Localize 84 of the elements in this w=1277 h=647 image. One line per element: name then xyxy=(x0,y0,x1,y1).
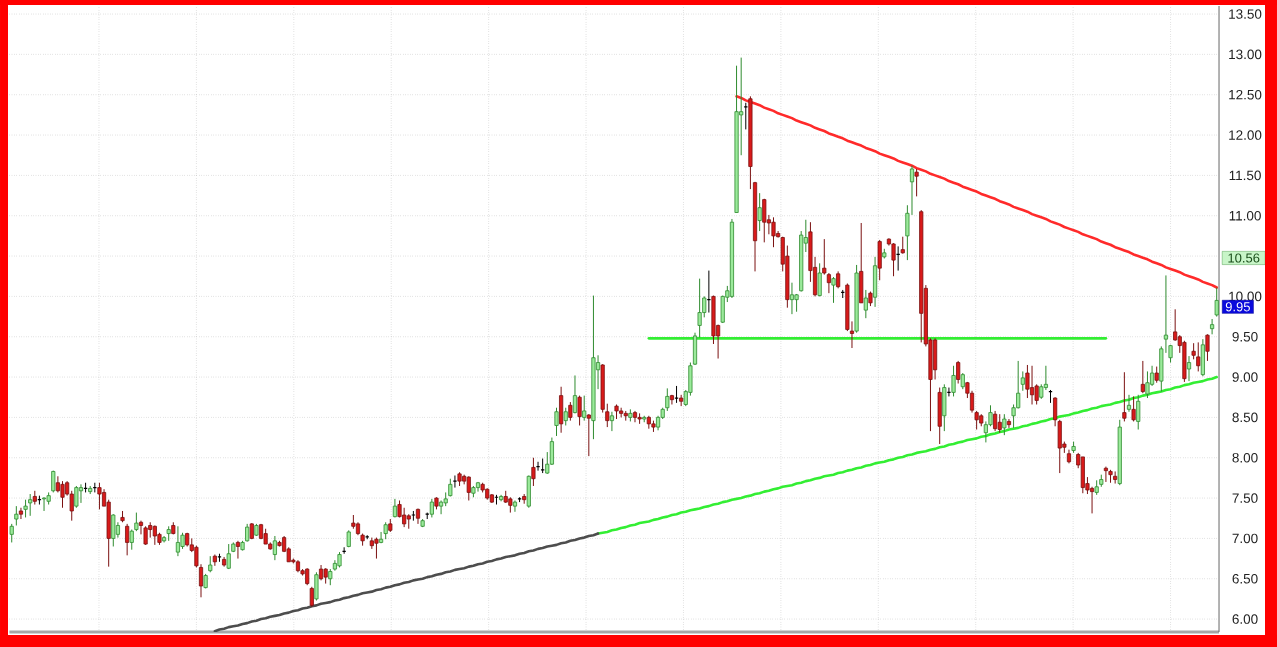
candlestick xyxy=(1029,365,1035,405)
candlestick xyxy=(789,282,795,315)
candlestick xyxy=(1089,486,1095,514)
candlestick xyxy=(1126,394,1132,413)
y-tick-label: 9.50 xyxy=(1232,331,1258,342)
candlestick xyxy=(1122,371,1127,422)
candlestick xyxy=(817,262,822,297)
candlestick xyxy=(1131,395,1136,422)
candlestick xyxy=(609,411,614,432)
candlestick xyxy=(60,480,65,509)
y-tick-label: 8.50 xyxy=(1232,412,1258,423)
candlestick xyxy=(997,413,1002,434)
candlestick xyxy=(429,498,434,518)
candlestick xyxy=(605,403,610,428)
candlestick xyxy=(582,395,587,422)
candlestick xyxy=(18,507,24,520)
candlestick xyxy=(78,483,84,504)
candlestick xyxy=(512,499,518,513)
y-tick-label: 10.00 xyxy=(1229,291,1262,302)
candlestick xyxy=(439,499,444,515)
y-tick-label: 11.00 xyxy=(1229,210,1261,221)
y-tick-label: 6.00 xyxy=(1232,614,1258,624)
candlestick xyxy=(235,540,241,560)
candlestick xyxy=(762,198,767,243)
candlestick xyxy=(134,512,139,532)
candlestick xyxy=(1210,318,1215,335)
candlestick xyxy=(914,168,919,197)
candlestick xyxy=(41,496,47,512)
y-tick-label: 6.50 xyxy=(1232,573,1258,584)
candlestick xyxy=(1205,333,1210,362)
candlestick xyxy=(632,410,638,423)
candlestick xyxy=(891,242,896,277)
candlestick xyxy=(531,457,536,487)
candlestick xyxy=(572,374,578,414)
candlestick xyxy=(951,365,956,397)
y-tick-label: 7.50 xyxy=(1232,493,1258,503)
y-tick-label: 7.00 xyxy=(1232,533,1258,544)
candlestick xyxy=(863,289,868,319)
candlestick xyxy=(554,407,559,437)
candlestick xyxy=(74,485,79,509)
candlestick xyxy=(586,413,591,457)
candlestick xyxy=(1214,287,1219,318)
y-tick-label: 9.00 xyxy=(1232,372,1258,382)
candlestick xyxy=(831,276,836,304)
line-series xyxy=(735,95,1219,289)
candlestick xyxy=(1002,413,1007,436)
candlestick xyxy=(272,535,277,561)
candlestick xyxy=(1196,341,1201,372)
y-tick-label: 13.50 xyxy=(1229,9,1262,19)
candlestick xyxy=(9,523,14,543)
candlestick xyxy=(577,395,582,426)
candlestick xyxy=(97,482,102,510)
candlestick xyxy=(993,410,998,432)
line-series xyxy=(213,532,600,632)
candlestick xyxy=(568,401,573,422)
candlestick xyxy=(1186,355,1192,382)
candlestick xyxy=(757,192,762,232)
candlestick xyxy=(125,523,130,556)
candlestick xyxy=(665,387,670,412)
candlestick xyxy=(771,216,776,248)
text: 10.56 xyxy=(1228,253,1260,263)
candlestick xyxy=(1145,370,1150,399)
line-series xyxy=(596,375,1219,535)
candlestick xyxy=(1006,418,1012,429)
candlestick xyxy=(1140,360,1145,394)
candlestick xyxy=(212,554,217,567)
y-tick-label: 12.00 xyxy=(1229,130,1262,140)
candlestick xyxy=(452,474,458,489)
candlestick xyxy=(111,513,116,547)
candlestick xyxy=(956,360,961,385)
candlestick xyxy=(28,493,33,517)
candlestick xyxy=(1136,394,1141,430)
candlestick xyxy=(14,505,19,526)
candlestick xyxy=(1173,308,1178,342)
candlestick xyxy=(374,537,379,560)
candlestick xyxy=(226,543,231,570)
y-tick-label: 13.00 xyxy=(1229,49,1262,60)
y-tick-label: 8.00 xyxy=(1232,452,1258,463)
y-tick-label: 12.50 xyxy=(1229,89,1262,100)
candlestick xyxy=(309,586,314,608)
candlestick xyxy=(826,272,831,294)
candlestick xyxy=(466,475,471,501)
text: 9.95 xyxy=(1225,302,1250,312)
y-tick-label: 11.50 xyxy=(1229,170,1261,181)
